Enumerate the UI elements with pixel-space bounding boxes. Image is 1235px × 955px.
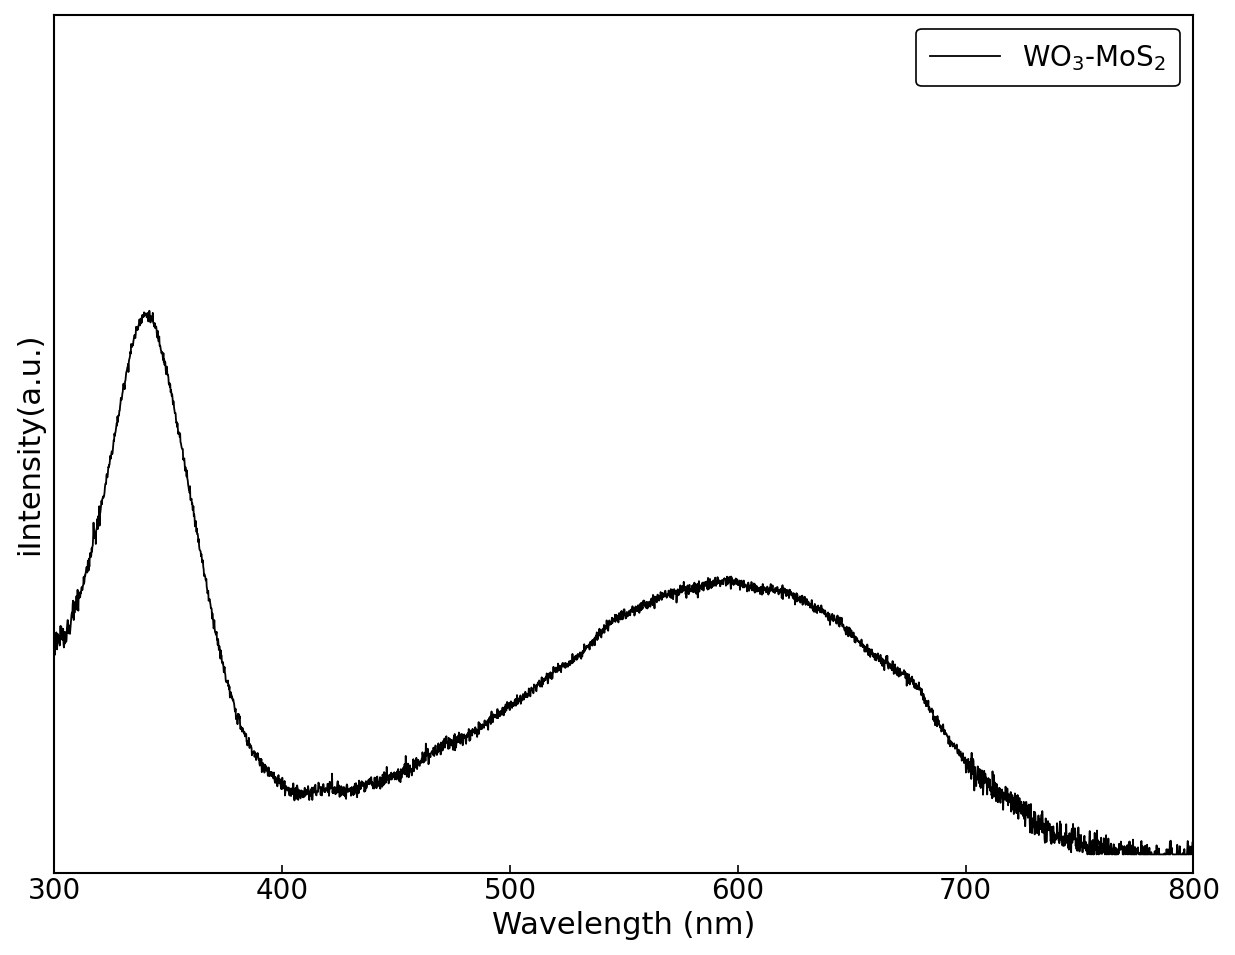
WO$_3$-MoS$_2$ (1081, 849, 1095, 860)
WO$_3$-MoS$_2$ (245, 746, 259, 757)
Legend: WO$_3$-MoS$_2$: WO$_3$-MoS$_2$ (916, 29, 1179, 87)
X-axis label: Wavelength (nm): Wavelength (nm) (493, 911, 756, 940)
WO$_3$-MoS$_2$ (484, 706, 499, 717)
WO$_3$-MoS$_2$ (47, 641, 62, 652)
WO$_3$-MoS$_2$ (534, 677, 548, 689)
WO$_3$-MoS$_2$ (1165, 842, 1179, 854)
WO$_3$-MoS$_2$ (1041, 824, 1056, 836)
WO$_3$-MoS$_2$ (142, 305, 157, 316)
WO$_3$-MoS$_2$ (178, 458, 193, 470)
Line: WO$_3$-MoS$_2$: WO$_3$-MoS$_2$ (54, 310, 1193, 855)
WO$_3$-MoS$_2$ (1186, 849, 1200, 860)
Y-axis label: iIntensity(a.u.): iIntensity(a.u.) (15, 332, 44, 555)
